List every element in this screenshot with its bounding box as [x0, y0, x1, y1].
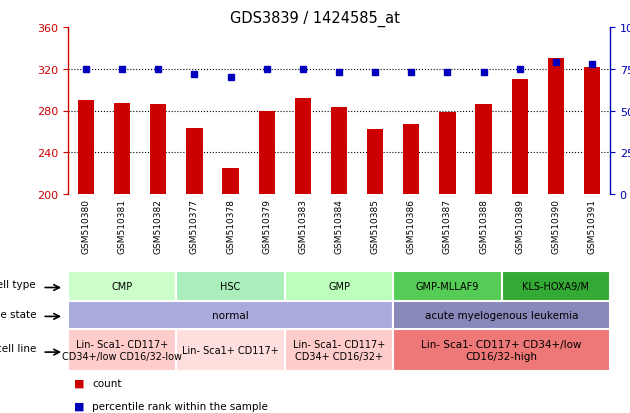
Text: acute myelogenous leukemia: acute myelogenous leukemia [425, 310, 578, 320]
Text: disease state: disease state [0, 309, 36, 319]
Text: cell type: cell type [0, 280, 36, 290]
Text: CMP: CMP [112, 281, 133, 291]
Text: GSM510379: GSM510379 [262, 198, 272, 253]
Text: ■: ■ [74, 378, 85, 388]
Bar [78, 101, 94, 195]
Text: count: count [92, 378, 122, 388]
Bar [512, 80, 528, 195]
Bar [584, 67, 600, 195]
Text: GDS3839 / 1424585_at: GDS3839 / 1424585_at [230, 10, 400, 26]
Text: GSM510381: GSM510381 [118, 198, 127, 253]
Text: GMP: GMP [328, 281, 350, 291]
Text: ■: ■ [74, 401, 85, 411]
Bar [114, 104, 130, 195]
Bar [258, 111, 275, 195]
Bar [393, 329, 610, 371]
Text: GSM510390: GSM510390 [551, 198, 560, 253]
Text: KLS-HOXA9/M: KLS-HOXA9/M [522, 281, 589, 291]
Bar [176, 271, 285, 301]
Text: GSM510391: GSM510391 [587, 198, 597, 253]
Text: GSM510389: GSM510389 [515, 198, 524, 253]
Bar [186, 129, 203, 195]
Text: GSM510380: GSM510380 [81, 198, 91, 253]
Text: Lin- Sca1- CD117+
CD34+/low CD16/32-low: Lin- Sca1- CD117+ CD34+/low CD16/32-low [62, 339, 182, 361]
Text: GSM510387: GSM510387 [443, 198, 452, 253]
Bar [501, 271, 610, 301]
Text: GMP-MLLAF9: GMP-MLLAF9 [416, 281, 479, 291]
Bar [295, 99, 311, 195]
Text: GSM510377: GSM510377 [190, 198, 199, 253]
Text: GSM510388: GSM510388 [479, 198, 488, 253]
Text: Lin- Sca1- CD117+
CD34+ CD16/32+: Lin- Sca1- CD117+ CD34+ CD16/32+ [293, 339, 385, 361]
Bar [403, 125, 420, 195]
Text: Lin- Sca1- CD117+ CD34+/low
CD16/32-high: Lin- Sca1- CD117+ CD34+/low CD16/32-high [421, 339, 582, 361]
Text: percentile rank within the sample: percentile rank within the sample [92, 401, 268, 411]
Text: normal: normal [212, 310, 249, 320]
Text: cell line: cell line [0, 343, 36, 353]
Bar [393, 301, 610, 329]
Bar [331, 108, 347, 195]
Text: GSM510386: GSM510386 [407, 198, 416, 253]
Bar [547, 59, 564, 195]
Text: HSC: HSC [220, 281, 241, 291]
Bar [150, 105, 166, 195]
Bar [68, 271, 176, 301]
Bar [285, 271, 393, 301]
Bar [393, 271, 501, 301]
Text: Lin- Sca1+ CD117+: Lin- Sca1+ CD117+ [182, 345, 279, 355]
Bar [68, 329, 176, 371]
Text: GSM510378: GSM510378 [226, 198, 235, 253]
Bar [176, 329, 285, 371]
Bar [476, 105, 491, 195]
Text: GSM510383: GSM510383 [299, 198, 307, 253]
Text: GSM510384: GSM510384 [335, 198, 343, 253]
Bar [285, 329, 393, 371]
Bar [367, 130, 383, 195]
Text: GSM510382: GSM510382 [154, 198, 163, 253]
Bar [222, 169, 239, 195]
Text: GSM510385: GSM510385 [370, 198, 380, 253]
Bar [68, 301, 393, 329]
Bar [439, 112, 455, 195]
